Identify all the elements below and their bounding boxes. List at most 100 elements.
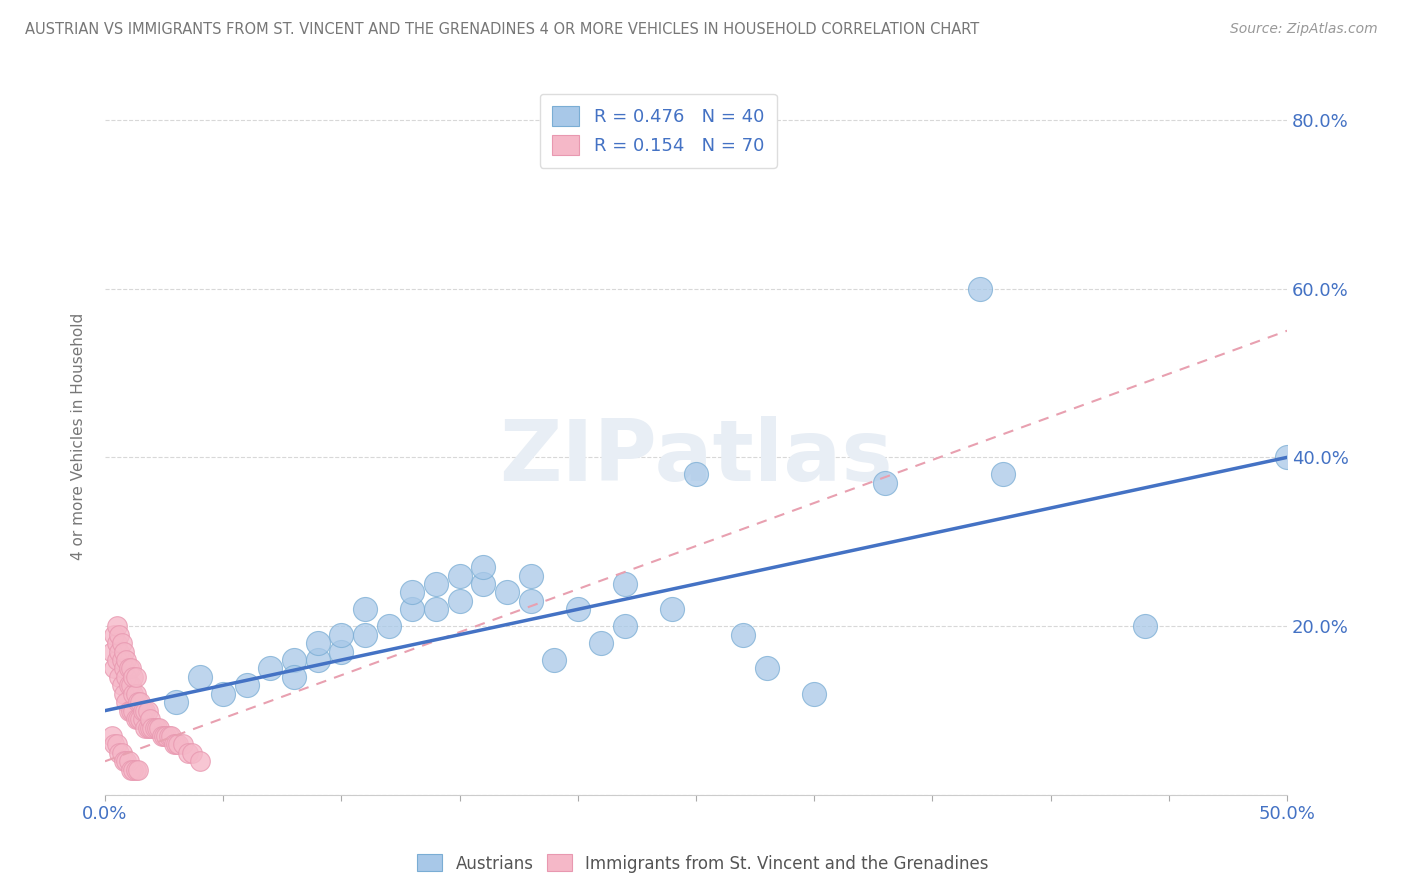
Point (259, 661, 281, 675)
Point (108, 670, 131, 684)
Point (212, 687, 235, 701)
Point (685, 467, 707, 482)
Point (177, 746, 200, 760)
Point (755, 661, 778, 675)
Point (543, 653, 565, 667)
Point (803, 687, 825, 701)
Point (122, 704, 145, 718)
Point (105, 738, 128, 752)
Point (354, 627, 377, 641)
Point (110, 746, 132, 760)
Point (283, 670, 305, 684)
Point (993, 467, 1015, 482)
Point (1135, 619, 1157, 633)
Point (157, 729, 180, 743)
Point (139, 721, 162, 735)
Point (117, 678, 139, 692)
Point (132, 704, 155, 718)
Point (283, 653, 305, 667)
Point (112, 687, 135, 701)
Point (120, 661, 142, 675)
Point (108, 746, 131, 760)
Point (103, 661, 125, 675)
Point (105, 636, 128, 650)
Point (115, 670, 138, 684)
Point (1275, 450, 1298, 465)
Point (449, 594, 471, 608)
Point (120, 704, 142, 718)
Point (162, 738, 184, 752)
Point (110, 653, 132, 667)
Point (425, 602, 447, 616)
Point (117, 754, 139, 768)
Point (165, 738, 187, 752)
Point (567, 602, 589, 616)
Point (127, 695, 149, 709)
Point (132, 712, 155, 726)
Point (125, 670, 148, 684)
Point (112, 644, 135, 658)
Point (129, 712, 152, 726)
Point (141, 721, 163, 735)
Point (125, 687, 148, 701)
Point (136, 704, 159, 718)
Point (115, 754, 138, 768)
Point (155, 729, 177, 743)
Point (110, 636, 132, 650)
Point (136, 721, 159, 735)
Point (101, 729, 124, 743)
Point (103, 627, 125, 641)
Point (139, 712, 162, 726)
Point (614, 577, 637, 591)
Legend: Austrians, Immigrants from St. Vincent and the Grenadines: Austrians, Immigrants from St. Vincent a… (411, 847, 995, 880)
Point (165, 695, 187, 709)
Point (127, 712, 149, 726)
Point (160, 729, 183, 743)
Point (591, 636, 613, 650)
Point (148, 721, 170, 735)
Point (108, 644, 131, 658)
Point (307, 653, 329, 667)
Point (129, 695, 152, 709)
Point (969, 281, 991, 295)
Point (146, 721, 169, 735)
Point (110, 678, 132, 692)
Point (519, 594, 541, 608)
Point (181, 746, 204, 760)
Point (307, 636, 329, 650)
Point (101, 644, 124, 658)
Point (354, 602, 377, 616)
Point (401, 585, 423, 599)
Point (117, 704, 139, 718)
Text: AUSTRIAN VS IMMIGRANTS FROM ST. VINCENT AND THE GRENADINES 4 OR MORE VEHICLES IN: AUSTRIAN VS IMMIGRANTS FROM ST. VINCENT … (25, 22, 980, 37)
Point (120, 763, 142, 777)
Point (112, 754, 135, 768)
Point (401, 602, 423, 616)
Point (117, 661, 139, 675)
Point (122, 687, 145, 701)
Point (153, 729, 176, 743)
Point (733, 627, 755, 641)
Point (134, 704, 156, 718)
Point (519, 568, 541, 582)
Point (134, 721, 156, 735)
Point (108, 627, 131, 641)
Y-axis label: 4 or more Vehicles in Household: 4 or more Vehicles in Household (72, 312, 86, 560)
Point (472, 577, 495, 591)
Point (115, 695, 138, 709)
Point (125, 712, 148, 726)
Point (425, 577, 447, 591)
Text: Source: ZipAtlas.com: Source: ZipAtlas.com (1230, 22, 1378, 37)
Point (125, 763, 148, 777)
Point (172, 738, 194, 752)
Point (472, 560, 495, 574)
Point (103, 738, 125, 752)
Point (330, 644, 353, 658)
Point (188, 670, 211, 684)
Point (127, 763, 149, 777)
Point (105, 619, 128, 633)
Point (496, 585, 519, 599)
Point (143, 721, 166, 735)
Point (330, 627, 353, 641)
Point (112, 661, 135, 675)
